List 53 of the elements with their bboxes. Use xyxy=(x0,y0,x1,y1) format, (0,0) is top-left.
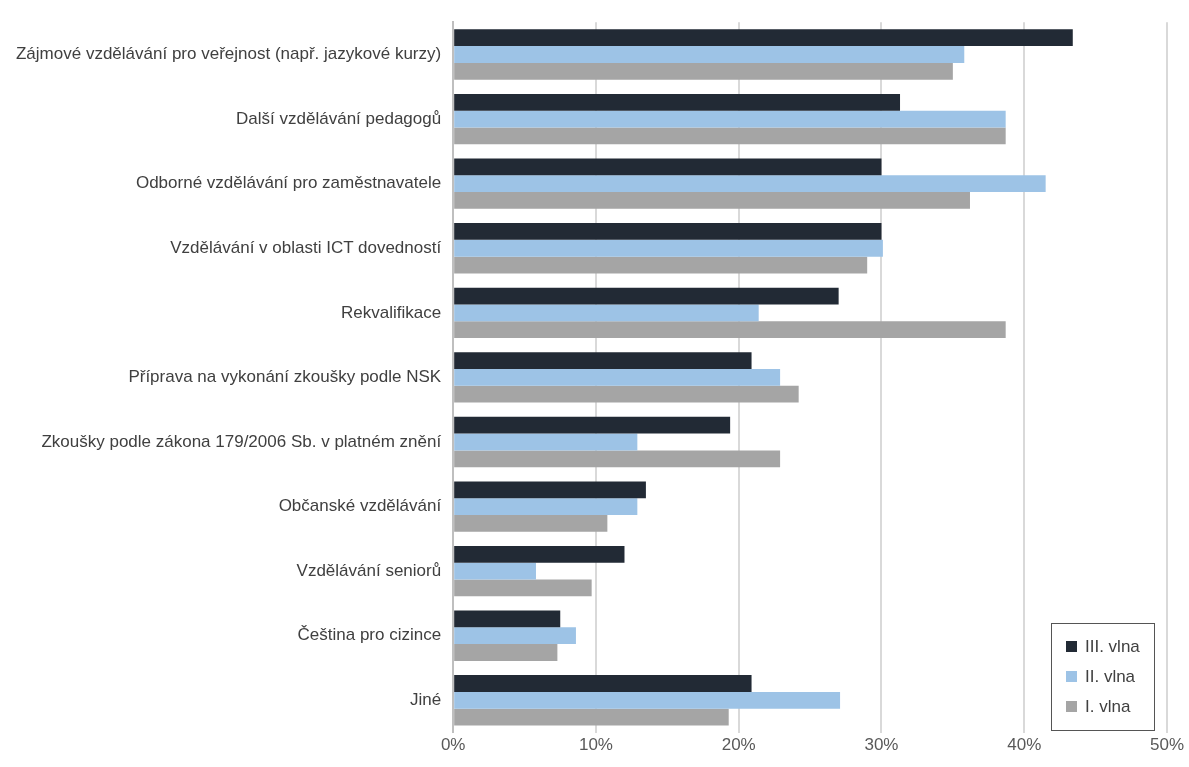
bar xyxy=(454,287,839,305)
y-tick-label: Vzdělávání seniorů xyxy=(296,560,442,580)
y-tick-label: Zkoušky podle zákona 179/2006 Sb. v platném znění xyxy=(41,431,442,451)
bar xyxy=(454,514,608,532)
bar xyxy=(454,304,759,322)
bar xyxy=(454,127,1006,145)
y-tick-label: Občanské vzdělávání xyxy=(278,496,442,516)
bar xyxy=(454,675,752,692)
y-tick-label: Rekvalifikace xyxy=(341,302,442,322)
bar xyxy=(454,385,799,403)
bar xyxy=(454,610,561,628)
bar xyxy=(454,256,868,274)
x-tick-label: 50% xyxy=(1149,735,1185,755)
legend-label: I. vlna xyxy=(1085,696,1131,717)
bar xyxy=(454,223,882,240)
bar xyxy=(454,352,752,369)
bar xyxy=(454,498,638,515)
y-tick-label: Vzdělávání v oblasti ICT dovedností xyxy=(170,237,442,257)
bar xyxy=(454,644,558,661)
bar xyxy=(454,93,901,111)
y-tick-label: Čeština pro cizince xyxy=(297,625,442,645)
x-tick-label: 20% xyxy=(721,735,756,755)
bar xyxy=(454,239,883,257)
legend-label: II. vlna xyxy=(1085,666,1136,687)
bar xyxy=(454,627,576,645)
y-tick-label: Odborné vzdělávání pro zaměstnavatele xyxy=(135,173,442,193)
bar xyxy=(454,321,1006,339)
bar xyxy=(454,62,953,80)
bar xyxy=(454,416,731,434)
x-tick-label: 0% xyxy=(440,735,466,755)
bar xyxy=(454,158,882,176)
bar xyxy=(454,369,781,386)
bar xyxy=(454,562,536,580)
bar xyxy=(454,175,1046,193)
bar xyxy=(454,192,970,209)
x-tick-label: 30% xyxy=(864,735,899,755)
bar xyxy=(454,46,965,63)
bar xyxy=(454,450,781,468)
y-tick-label: Příprava na vykonání zkoušky podle NSK xyxy=(128,367,442,387)
bar xyxy=(454,481,646,499)
legend-label: III. vlna xyxy=(1085,636,1140,657)
y-tick-label: Další vzdělávání pedagogů xyxy=(236,108,442,128)
y-tick-label: Jiné xyxy=(409,690,442,709)
bar xyxy=(454,433,638,451)
x-tick-label: 10% xyxy=(578,735,613,755)
bar xyxy=(454,110,1006,128)
bar xyxy=(454,708,729,726)
bar xyxy=(454,691,841,709)
x-tick-label: 40% xyxy=(1007,735,1042,755)
bar xyxy=(454,545,625,563)
bar xyxy=(454,579,592,597)
y-tick-label: Zájmové vzdělávání pro veřejnost (např. jazykové kurzy) xyxy=(15,44,442,64)
bar xyxy=(454,29,1073,47)
